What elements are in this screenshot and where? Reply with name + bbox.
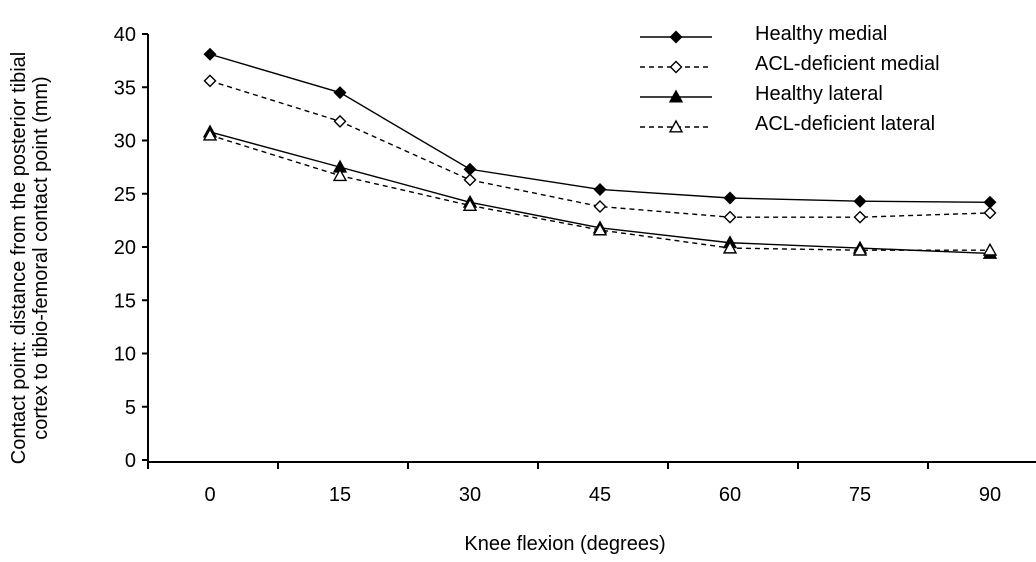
y-tick-label: 20 <box>114 237 136 259</box>
y-tick-label: 10 <box>114 344 136 366</box>
data-point <box>332 168 348 182</box>
x-tick-label: 75 <box>849 484 871 506</box>
data-point <box>722 240 738 254</box>
legend-marker <box>669 60 683 74</box>
data-point <box>592 222 608 236</box>
data-point <box>853 210 867 224</box>
data-point <box>203 74 217 88</box>
legend-label: ACL-deficient lateral <box>755 113 935 135</box>
legend-item-2: ACL-deficient medial <box>640 53 940 75</box>
y-tick-label: 0 <box>125 450 136 472</box>
legend-item-1: Healthy medial <box>640 23 887 45</box>
y-tick-label: 25 <box>114 184 136 206</box>
series-1 <box>203 47 997 209</box>
data-point <box>723 191 737 205</box>
y-tick-label: 15 <box>114 290 136 312</box>
legend-item-3: Healthy lateral <box>640 83 883 105</box>
y-axis-title-line-1: Contact point: distance from the posteri… <box>8 52 30 464</box>
x-tick-label: 90 <box>979 484 1001 506</box>
data-point <box>202 127 218 141</box>
x-tick-label: 15 <box>329 484 351 506</box>
legend-marker <box>668 119 684 133</box>
data-point <box>723 210 737 224</box>
data-point <box>593 200 607 214</box>
legend: Healthy medial ACL-deficient medial Health… <box>640 23 940 135</box>
data-point <box>593 183 607 196</box>
data-point <box>983 195 997 209</box>
y-tick-label: 5 <box>125 397 136 419</box>
data-point <box>983 206 997 220</box>
x-tick-label: 45 <box>589 484 611 506</box>
axes: 0 5 10 15 20 25 30 35 40 0 15 30 45 60 75 90 <box>114 24 1036 506</box>
y-tick-label: 30 <box>114 131 136 153</box>
legend-label: ACL-deficient medial <box>755 53 940 75</box>
y-tick-label: 40 <box>114 24 136 46</box>
data-point <box>462 198 478 211</box>
legend-item-4: ACL-deficient lateral <box>640 113 935 135</box>
y-axis-title-line-2: cortex to tibio-femoral contact point (m… <box>30 76 52 439</box>
data-point <box>333 114 347 128</box>
data-point <box>852 242 868 256</box>
x-axis-title: Knee flexion (degrees) <box>464 533 665 555</box>
data-point <box>203 47 217 61</box>
x-tick-label: 0 <box>204 484 215 506</box>
data-point <box>982 242 998 256</box>
data-point <box>853 194 867 208</box>
series-2 <box>203 74 997 224</box>
data-point <box>463 173 477 187</box>
y-axis-title: Contact point: distance from the posteri… <box>8 52 52 464</box>
legend-marker <box>668 89 684 103</box>
x-tick-label: 30 <box>459 484 481 506</box>
data-point <box>463 162 477 176</box>
legend-marker <box>669 30 683 44</box>
series-4 <box>202 127 998 256</box>
x-tick-label: 60 <box>719 484 741 506</box>
data-point <box>333 86 347 100</box>
legend-label: Healthy medial <box>755 23 887 45</box>
legend-label: Healthy lateral <box>755 83 883 105</box>
series-layer <box>202 47 998 259</box>
y-tick-label: 35 <box>114 77 136 99</box>
